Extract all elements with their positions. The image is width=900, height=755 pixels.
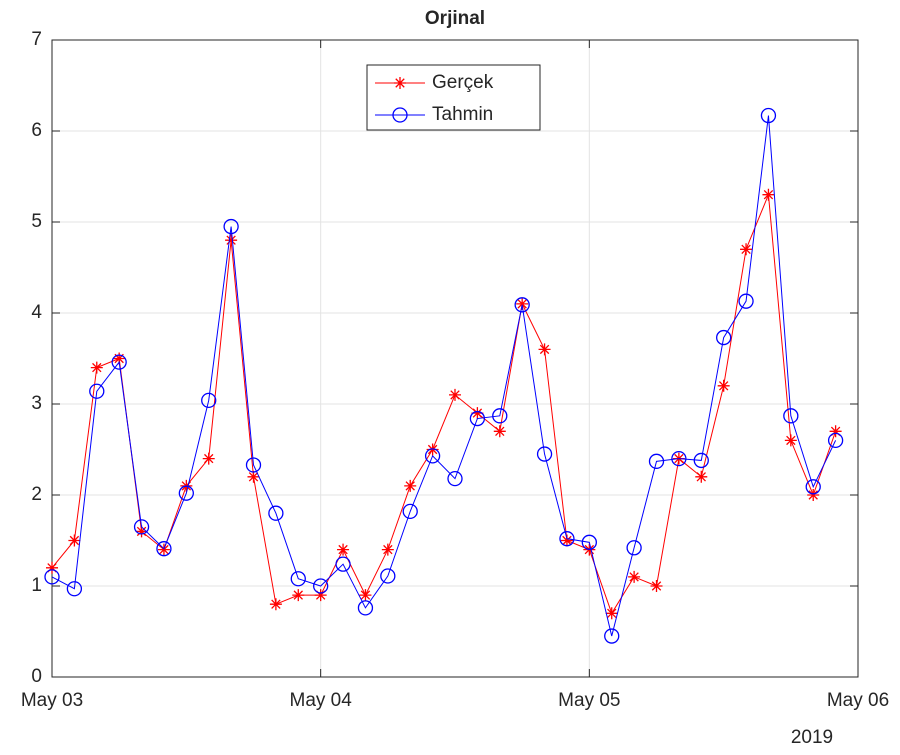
data-point bbox=[648, 453, 665, 469]
data-point bbox=[201, 392, 217, 409]
data-point bbox=[335, 556, 351, 572]
data-point bbox=[626, 540, 642, 556]
data-point bbox=[113, 352, 126, 365]
x-tick-label: May 05 bbox=[558, 690, 620, 711]
data-point bbox=[292, 589, 305, 602]
data-point bbox=[536, 446, 553, 462]
data-point bbox=[628, 570, 641, 583]
data-point bbox=[178, 485, 194, 501]
data-point bbox=[269, 598, 282, 611]
data-point bbox=[402, 503, 418, 520]
data-point bbox=[90, 361, 103, 374]
data-point bbox=[381, 543, 394, 556]
data-point bbox=[404, 479, 417, 492]
y-tick-label: 0 bbox=[31, 666, 42, 687]
data-point bbox=[604, 628, 620, 644]
data-point bbox=[268, 505, 284, 521]
data-point bbox=[760, 107, 777, 124]
data-point bbox=[516, 297, 529, 310]
data-point bbox=[514, 297, 530, 313]
legend-box bbox=[366, 64, 541, 131]
data-point bbox=[717, 379, 730, 392]
data-point bbox=[784, 434, 797, 447]
data-point bbox=[89, 383, 105, 399]
data-point bbox=[133, 519, 150, 535]
data-point bbox=[359, 589, 372, 602]
data-point bbox=[447, 470, 463, 487]
data-point bbox=[783, 408, 799, 424]
data-point bbox=[46, 561, 58, 574]
data-point bbox=[716, 329, 732, 346]
y-tick-label: 1 bbox=[31, 575, 42, 596]
data-point bbox=[469, 410, 486, 427]
data-point bbox=[337, 543, 350, 556]
chart-title: Orjinal bbox=[425, 8, 485, 29]
data-point bbox=[314, 589, 327, 602]
y-tick-label: 3 bbox=[31, 393, 42, 414]
legend-marker bbox=[392, 107, 408, 123]
data-point bbox=[492, 408, 508, 424]
x-year-label: 2019 bbox=[791, 727, 833, 748]
data-point bbox=[693, 452, 709, 469]
y-tick-label: 7 bbox=[31, 29, 42, 50]
data-point bbox=[671, 450, 687, 467]
data-point bbox=[762, 188, 775, 201]
data-point bbox=[225, 234, 238, 247]
x-tick-label: May 06 bbox=[827, 690, 889, 711]
series-line bbox=[51, 194, 837, 615]
data-point bbox=[560, 534, 573, 547]
data-point bbox=[247, 470, 260, 483]
legend-marker bbox=[394, 77, 406, 89]
data-point bbox=[738, 293, 754, 309]
data-point bbox=[245, 457, 262, 473]
data-point bbox=[223, 218, 239, 235]
data-point bbox=[605, 607, 618, 620]
data-point bbox=[156, 541, 172, 557]
data-point bbox=[111, 354, 127, 370]
legend-label: Tahmin bbox=[432, 104, 493, 125]
plot-area bbox=[52, 40, 858, 677]
data-point bbox=[829, 425, 842, 438]
data-point bbox=[313, 578, 329, 594]
y-tick-label: 2 bbox=[31, 484, 42, 505]
data-point bbox=[807, 489, 820, 501]
legend-label: Gerçek bbox=[432, 72, 494, 93]
plot-frame bbox=[51, 39, 859, 678]
series-line bbox=[51, 115, 837, 637]
data-point bbox=[380, 568, 396, 584]
data-point bbox=[650, 580, 663, 592]
data-point bbox=[695, 470, 708, 483]
data-point bbox=[68, 534, 81, 547]
data-point bbox=[805, 479, 821, 495]
data-point bbox=[357, 600, 374, 616]
data-point bbox=[66, 581, 83, 597]
data-point bbox=[740, 243, 753, 256]
x-tick-label: May 03 bbox=[21, 690, 83, 711]
data-point bbox=[559, 531, 575, 547]
data-point bbox=[581, 534, 597, 550]
data-point bbox=[157, 543, 170, 556]
data-point bbox=[290, 571, 306, 587]
y-tick-label: 6 bbox=[31, 120, 42, 141]
legend: Gerçek Tahmin bbox=[366, 64, 541, 131]
data-point bbox=[827, 432, 844, 449]
data-point bbox=[471, 407, 484, 420]
data-point bbox=[44, 569, 60, 585]
data-point bbox=[449, 388, 461, 401]
data-point bbox=[538, 343, 551, 356]
y-tick-label: 5 bbox=[31, 211, 42, 232]
x-tick-label: May 04 bbox=[290, 690, 353, 711]
data-point bbox=[493, 425, 506, 438]
y-tick-label: 4 bbox=[31, 302, 42, 323]
data-point bbox=[135, 525, 148, 538]
data-point bbox=[202, 452, 215, 465]
data-point bbox=[424, 448, 441, 464]
